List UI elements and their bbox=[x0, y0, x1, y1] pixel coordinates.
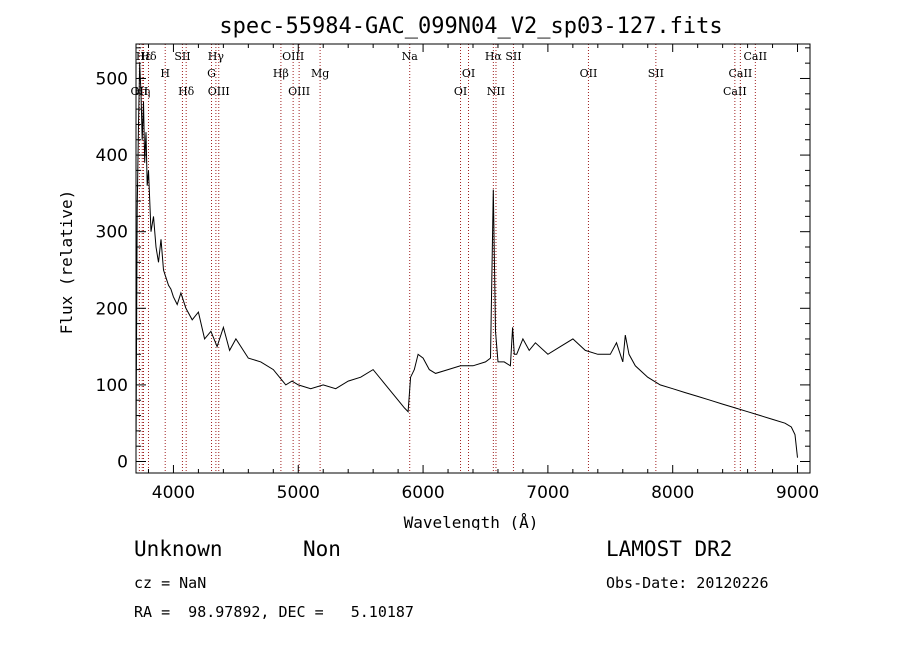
spectral-line-label: Hη bbox=[134, 85, 150, 98]
x-tick-label: 4000 bbox=[152, 483, 195, 503]
spectral-line-label: Hγ bbox=[208, 50, 225, 63]
spectral-line-label: OIII bbox=[208, 85, 230, 98]
spectral-line-label: Na bbox=[402, 50, 419, 63]
y-tick-label: 400 bbox=[96, 146, 128, 166]
chart-title: spec-55984-GAC_099N04_V2_sp03-127.fits bbox=[219, 14, 722, 39]
spectral-line-label: OI bbox=[454, 85, 467, 98]
x-tick-label: 6000 bbox=[401, 483, 444, 503]
spectral-line-label: OIII bbox=[288, 85, 310, 98]
x-tick-label: 8000 bbox=[651, 483, 694, 503]
spectral-line-label: SII bbox=[174, 50, 190, 63]
observation-date: Obs-Date: 20120226 bbox=[606, 574, 769, 592]
spectral-line-label: Hα bbox=[485, 50, 503, 63]
spectral-line-label: Hβ bbox=[273, 67, 289, 80]
spectral-line-label: G bbox=[207, 67, 216, 80]
y-tick-label: 0 bbox=[117, 453, 128, 473]
x-tick-label: 7000 bbox=[526, 483, 569, 503]
spectral-line-label: CaII bbox=[729, 67, 753, 80]
spectral-line-label: CaII bbox=[723, 85, 747, 98]
object-subclass: Non bbox=[303, 537, 341, 561]
spectral-line-label: NII bbox=[487, 85, 505, 98]
spectral-line-label: SII bbox=[505, 50, 521, 63]
spectral-line-label: OIII bbox=[282, 50, 304, 63]
redshift-cz: cz = NaN bbox=[134, 574, 207, 592]
x-tick-label: 9000 bbox=[776, 483, 819, 503]
y-tick-label: 200 bbox=[96, 299, 128, 319]
object-class: Unknown bbox=[134, 537, 223, 561]
spectral-lines: OIIHηHεHδHSIIHδHγGOIIIHβOIIIOIIIMgNaOIOI… bbox=[131, 44, 767, 473]
spectrum-chart: spec-55984-GAC_099N04_V2_sp03-127.fits O… bbox=[57, 14, 819, 530]
spectrum-line bbox=[135, 63, 798, 458]
survey-name: LAMOST DR2 bbox=[606, 537, 733, 561]
spectral-line-label: Hε bbox=[136, 50, 152, 63]
x-axis-label: Wavelength (Å) bbox=[404, 513, 539, 530]
spectral-line-label: Hδ bbox=[140, 50, 157, 63]
spectral-line-label: Hδ bbox=[178, 85, 195, 98]
spectral-line-label: OI bbox=[462, 67, 475, 80]
spectral-line-label: Mg bbox=[311, 67, 329, 80]
coordinates: RA = 98.97892, DEC = 5.10187 bbox=[134, 603, 414, 621]
y-axis-label: Flux (relative) bbox=[57, 190, 76, 335]
spectral-line-label: CaII bbox=[743, 50, 767, 63]
plot-frame bbox=[135, 43, 811, 474]
axis-ticks: 4000 5000 6000 7000 8000 9000 0 100 200 300 400 500 bbox=[96, 44, 819, 503]
x-tick-label: 5000 bbox=[277, 483, 320, 503]
spectral-line-label: OII bbox=[580, 67, 598, 80]
spectral-line-label: SII bbox=[648, 67, 664, 80]
y-tick-label: 100 bbox=[96, 376, 128, 396]
spectral-line-label: H bbox=[160, 67, 170, 80]
y-tick-label: 300 bbox=[96, 223, 128, 243]
y-tick-label: 500 bbox=[96, 69, 128, 89]
